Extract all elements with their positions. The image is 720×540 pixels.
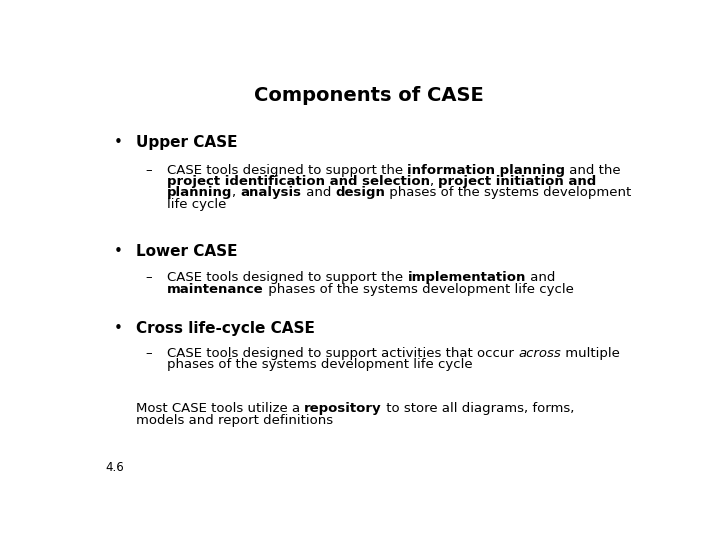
Text: analysis: analysis [240,186,302,199]
Text: ,: , [233,186,240,199]
Text: repository: repository [304,402,382,415]
Text: Components of CASE: Components of CASE [254,85,484,105]
Text: and the: and the [565,164,621,177]
Text: 4.6: 4.6 [106,461,125,474]
Text: Most CASE tools utilize a: Most CASE tools utilize a [136,402,304,415]
Text: ,: , [430,175,438,188]
Text: across: across [518,347,561,360]
Text: implementation: implementation [408,272,526,285]
Text: and: and [526,272,555,285]
Text: design: design [336,186,385,199]
Text: models and report definitions: models and report definitions [136,414,333,427]
Text: Lower CASE: Lower CASE [136,245,238,259]
Text: maintenance: maintenance [167,283,264,296]
Text: project identification and selection: project identification and selection [167,175,430,188]
Text: •: • [114,321,122,335]
Text: to store all diagrams, forms,: to store all diagrams, forms, [382,402,574,415]
Text: phases of the systems development life cycle: phases of the systems development life c… [167,359,472,372]
Text: –: – [145,164,153,177]
Text: information planning: information planning [408,164,565,177]
Text: project initiation and: project initiation and [438,175,597,188]
Text: CASE tools designed to support the: CASE tools designed to support the [167,164,408,177]
Text: •: • [114,245,122,259]
Text: multiple: multiple [561,347,620,360]
Text: and: and [302,186,336,199]
Text: CASE tools designed to support activities that occur: CASE tools designed to support activitie… [167,347,518,360]
Text: Cross life-cycle CASE: Cross life-cycle CASE [136,321,315,335]
Text: phases of the systems development: phases of the systems development [385,186,631,199]
Text: •: • [114,136,122,151]
Text: planning: planning [167,186,233,199]
Text: –: – [145,347,153,360]
Text: CASE tools designed to support the: CASE tools designed to support the [167,272,408,285]
Text: phases of the systems development life cycle: phases of the systems development life c… [264,283,574,296]
Text: Upper CASE: Upper CASE [136,136,238,151]
Text: –: – [145,272,153,285]
Text: life cycle: life cycle [167,198,226,211]
